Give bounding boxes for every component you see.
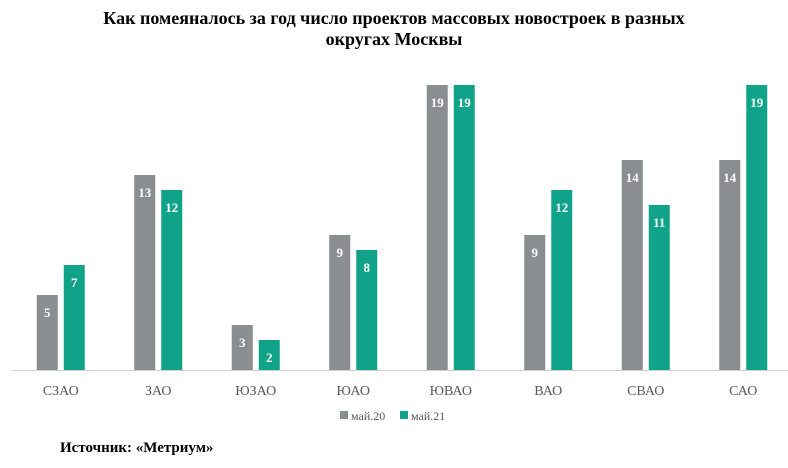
data-label-1-3: 3 bbox=[239, 335, 246, 350]
bar-1-8 bbox=[719, 160, 741, 370]
data-label-1-8: 14 bbox=[723, 170, 737, 185]
x-tick-label-4: ЮАО bbox=[337, 384, 370, 399]
x-tick-label-3: ЮЗАО bbox=[235, 384, 276, 399]
x-tick-label-2: ЗАО bbox=[145, 384, 172, 399]
legend-label-2: май.21 bbox=[411, 409, 445, 423]
bar-2-7 bbox=[648, 205, 670, 370]
data-label-2-8: 19 bbox=[750, 95, 764, 110]
bar-1-6 bbox=[524, 235, 546, 370]
x-tick-label-1: СЗАО bbox=[43, 384, 79, 399]
data-label-2-1: 7 bbox=[71, 275, 78, 290]
data-label-1-2: 13 bbox=[138, 185, 152, 200]
source-note: Источник: «Метриум» bbox=[60, 440, 214, 456]
chart-title-line2: округах Москвы bbox=[325, 29, 463, 49]
chart-title-line1: Как помеяналось за год число проектов ма… bbox=[103, 8, 685, 28]
bar-2-8 bbox=[746, 85, 768, 370]
data-label-1-5: 19 bbox=[431, 95, 445, 110]
x-tick-label-5: ЮВАО bbox=[430, 384, 472, 399]
bar-1-3 bbox=[231, 325, 253, 370]
x-tick-label-8: САО bbox=[729, 384, 757, 399]
x-tick-label-7: СВАО bbox=[627, 384, 664, 399]
data-label-2-6: 12 bbox=[555, 200, 568, 215]
data-label-1-4: 9 bbox=[337, 245, 344, 260]
bar-1-7 bbox=[621, 160, 643, 370]
bar-2-2 bbox=[161, 190, 183, 370]
x-tick-label-6: ВАО bbox=[534, 384, 562, 399]
data-label-1-6: 9 bbox=[532, 245, 539, 260]
bar-2-3 bbox=[258, 340, 280, 370]
data-label-2-7: 11 bbox=[653, 215, 665, 230]
data-label-2-2: 12 bbox=[165, 200, 178, 215]
bar-1-5 bbox=[426, 85, 448, 370]
data-label-1-1: 5 bbox=[44, 305, 51, 320]
data-label-1-7: 14 bbox=[626, 170, 640, 185]
legend-label-1: май.20 bbox=[351, 409, 385, 423]
bar-2-4 bbox=[356, 250, 378, 370]
bar-1-1 bbox=[36, 295, 58, 370]
data-label-2-4: 8 bbox=[364, 260, 371, 275]
chart-title: Как помеяналось за год число проектов ма… bbox=[0, 8, 788, 50]
bar-2-6 bbox=[551, 190, 573, 370]
bar-1-4 bbox=[329, 235, 351, 370]
legend-swatch-2 bbox=[400, 411, 408, 419]
legend-swatch-1 bbox=[340, 411, 348, 419]
data-label-2-3: 2 bbox=[266, 350, 273, 365]
bar-2-1 bbox=[63, 265, 85, 370]
bar-2-5 bbox=[453, 85, 475, 370]
bar-1-2 bbox=[134, 175, 156, 370]
data-label-2-5: 19 bbox=[458, 95, 472, 110]
